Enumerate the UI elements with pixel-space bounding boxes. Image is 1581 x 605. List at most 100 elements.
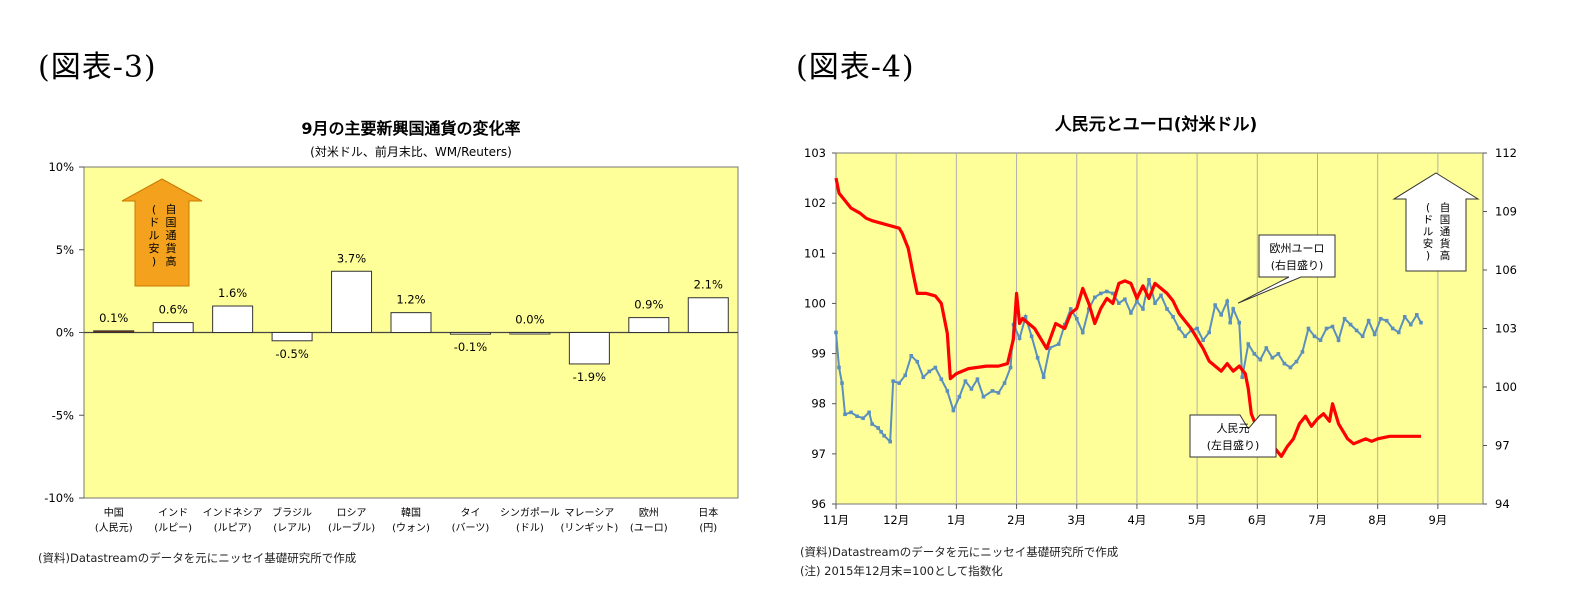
euro-data-point xyxy=(1378,316,1383,321)
x-tick-label: 4月 xyxy=(1128,513,1147,527)
x-category-sublabel: (バーツ) xyxy=(452,522,490,534)
euro-data-point xyxy=(1153,301,1157,305)
x-tick-label: 3月 xyxy=(1067,513,1086,527)
euro-data-point xyxy=(1414,313,1419,317)
rmb-callout-box xyxy=(1189,414,1277,458)
left-y-tick-label: 98 xyxy=(811,397,826,411)
euro-data-point xyxy=(1354,328,1359,333)
bar xyxy=(271,332,313,342)
euro-data-point xyxy=(1258,357,1263,362)
euro-data-point xyxy=(1086,307,1091,311)
figure-3-label: (図表-3) xyxy=(38,50,157,85)
x-category-sublabel: (ルーブル) xyxy=(328,521,375,534)
euro-data-point xyxy=(996,391,1001,395)
euro-data-point xyxy=(963,379,968,383)
x-category-sublabel: (ルピア) xyxy=(214,522,252,534)
x-category-sublabel: (レアル) xyxy=(273,523,311,534)
euro-data-point xyxy=(1342,316,1347,321)
euro-data-point xyxy=(915,359,920,364)
euro-data-point xyxy=(1111,291,1115,296)
arrow-annotation-char: ル xyxy=(1423,226,1434,238)
euro-data-point xyxy=(1306,326,1311,331)
arrow-annotation-char: ( xyxy=(1426,202,1430,214)
euro-data-point xyxy=(840,381,844,385)
x-category-sublabel: (ドル) xyxy=(516,523,544,534)
x-category-sublabel: (円) xyxy=(699,523,717,534)
x-tick-label: 11月 xyxy=(823,513,849,527)
euro-data-point xyxy=(981,394,986,399)
euro-data-point xyxy=(897,381,901,385)
bar xyxy=(93,330,135,334)
euro-data-point xyxy=(1147,277,1151,282)
rmb-euro-line-chart: 人民元とユーロ(対米ドル) 11月 12月 1月 2月 3月 4月 5月 6月 7月 8月 9月 103… xyxy=(804,114,1517,527)
x-category-label: 韓国 xyxy=(401,507,421,519)
euro-data-point xyxy=(951,408,956,413)
figure-4-label: (図表-4) xyxy=(796,50,915,85)
arrow-annotation-char: ド xyxy=(1423,214,1434,226)
euro-callout-label: (右目盛り) xyxy=(1271,258,1324,272)
rmb-callout-label: (左目盛り) xyxy=(1207,438,1260,452)
euro-data-point xyxy=(1324,326,1329,331)
bar-value-label: 0.6% xyxy=(159,303,188,317)
left-y-tick-label: 97 xyxy=(811,447,826,461)
bar xyxy=(628,317,670,333)
euro-data-point xyxy=(1123,297,1127,302)
x-category-label: ロシア xyxy=(337,508,367,519)
right-y-tick-label: 97 xyxy=(1495,439,1510,453)
arrow-annotation-char: 高 xyxy=(1440,249,1451,262)
arrow-annotation-char: ) xyxy=(1426,250,1430,262)
x-tick-label: 1月 xyxy=(947,513,966,527)
x-category-sublabel: (ルピー) xyxy=(154,522,192,534)
bar-value-label: 2.1% xyxy=(694,278,723,292)
x-category-sublabel: (リンギット) xyxy=(560,522,618,534)
euro-data-point xyxy=(879,430,883,434)
euro-data-point xyxy=(1002,381,1007,385)
arrow-annotation-char: 貨 xyxy=(166,241,177,255)
euro-data-point xyxy=(1029,334,1034,339)
euro-data-point xyxy=(903,373,908,378)
euro-data-point xyxy=(1023,315,1028,319)
x-category-label: マレーシア xyxy=(564,508,614,519)
bar-value-label: -1.9% xyxy=(573,370,606,384)
euro-data-point xyxy=(1294,359,1299,364)
rmb-series-line xyxy=(834,177,1422,458)
euro-data-point xyxy=(1408,322,1413,327)
line-chart-source-note: (資料)Datastreamのデータを元にニッセイ基礎研究所で作成 xyxy=(800,545,1119,559)
euro-data-point xyxy=(891,379,895,383)
euro-data-point xyxy=(1080,330,1085,335)
euro-data-point xyxy=(990,389,995,393)
bar xyxy=(449,332,491,335)
euro-callout-box xyxy=(1237,234,1336,304)
euro-data-point xyxy=(1282,361,1287,366)
bar-value-label: 0.0% xyxy=(515,313,544,327)
euro-data-point xyxy=(1159,293,1163,298)
x-tick-label: 8月 xyxy=(1368,513,1387,527)
euro-data-point xyxy=(1372,332,1377,337)
euro-data-point xyxy=(1348,322,1353,327)
x-category-label: 欧州 xyxy=(639,507,659,519)
euro-data-point xyxy=(1219,313,1223,317)
bar xyxy=(212,305,254,334)
y-tick-label: 0% xyxy=(56,326,74,340)
arrow-annotation-char: ル xyxy=(149,229,160,242)
strengthening-arrow-icon xyxy=(1392,172,1480,272)
arrow-annotation-char: 貨 xyxy=(1440,237,1451,250)
euro-data-point xyxy=(1213,303,1217,307)
x-tick-label: 7月 xyxy=(1308,513,1327,527)
right-y-tick-label: 103 xyxy=(1495,322,1517,336)
euro-data-point xyxy=(1384,318,1389,323)
arrow-annotation-char: 国 xyxy=(166,216,177,229)
euro-data-point xyxy=(1165,307,1169,311)
euro-data-point xyxy=(1270,355,1275,360)
euro-data-point xyxy=(1252,352,1257,356)
euro-data-point xyxy=(1099,291,1103,296)
bar-value-label: 3.7% xyxy=(337,251,366,265)
euro-data-point xyxy=(1336,338,1341,342)
bar xyxy=(509,332,551,335)
left-y-tick-label: 99 xyxy=(811,347,826,361)
euro-data-point xyxy=(1171,315,1175,319)
euro-data-point xyxy=(1390,326,1395,331)
y-tick-label: 10% xyxy=(48,160,74,174)
euro-data-point xyxy=(867,410,871,415)
euro-data-point xyxy=(1312,334,1317,339)
